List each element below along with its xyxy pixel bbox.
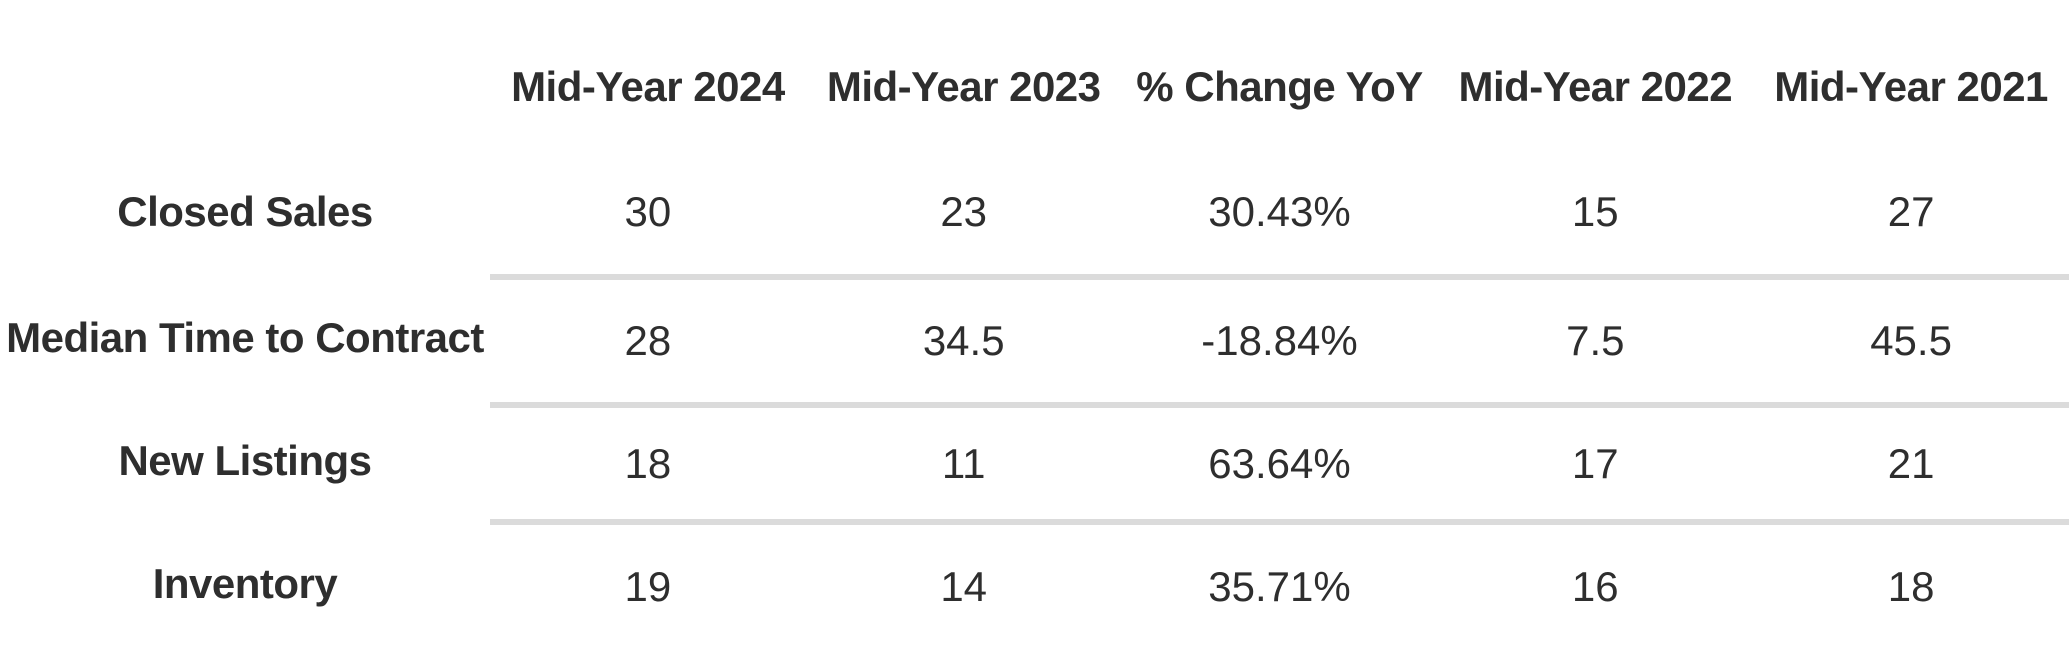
value-cell: 15 bbox=[1571, 188, 1619, 235]
value-cell: 19 bbox=[490, 519, 806, 648]
value-cell: 30.43% bbox=[1208, 188, 1351, 235]
column-header: Mid-Year 2024 bbox=[511, 63, 785, 110]
value-cell: 16 bbox=[1437, 519, 1754, 648]
column-header: Mid-Year 2022 bbox=[1458, 63, 1733, 110]
value-cell: 23 bbox=[940, 188, 988, 235]
value-cell: 28 bbox=[490, 274, 806, 402]
value-cell: 30 bbox=[624, 188, 672, 235]
table-row: Inventory 19 14 35.71% 16 18 bbox=[0, 519, 2069, 648]
value-cell: 18 bbox=[490, 402, 806, 519]
value-cell: 7.5 bbox=[1437, 274, 1754, 402]
value-cell: 34.5 bbox=[805, 274, 1122, 402]
value-cell: 17 bbox=[1437, 402, 1754, 519]
header-row: Mid-Year 2024 Mid-Year 2023 % Change YoY Mi… bbox=[0, 0, 2069, 150]
row-label: Closed Sales bbox=[117, 188, 373, 235]
table-row: Closed Sales 30 23 30.43% 15 27 bbox=[0, 150, 2069, 274]
column-header: Mid-Year 2023 bbox=[826, 63, 1101, 110]
table-row: New Listings 18 11 63.64% 17 21 bbox=[0, 402, 2069, 519]
row-label: New Listings bbox=[118, 436, 372, 484]
column-header: % Change YoY bbox=[1136, 63, 1423, 110]
value-cell: 14 bbox=[805, 519, 1122, 648]
column-header: Mid-Year 2021 bbox=[1774, 63, 2048, 110]
value-cell: 11 bbox=[805, 402, 1122, 519]
header-spacer bbox=[0, 0, 490, 150]
row-label: Inventory bbox=[152, 559, 338, 607]
value-cell: 45.5 bbox=[1753, 274, 2069, 402]
value-cell: -18.84% bbox=[1121, 274, 1438, 402]
value-cell: 18 bbox=[1753, 519, 2069, 648]
value-cell: 63.64% bbox=[1121, 402, 1438, 519]
row-label: Median Time to Contract bbox=[6, 314, 484, 361]
value-cell: 35.71% bbox=[1121, 519, 1438, 648]
value-cell: 21 bbox=[1753, 402, 2069, 519]
value-cell: 27 bbox=[1887, 188, 1935, 235]
table-row: Median Time to Contract 28 34.5 -18.84% 7.5 4… bbox=[0, 274, 2069, 402]
